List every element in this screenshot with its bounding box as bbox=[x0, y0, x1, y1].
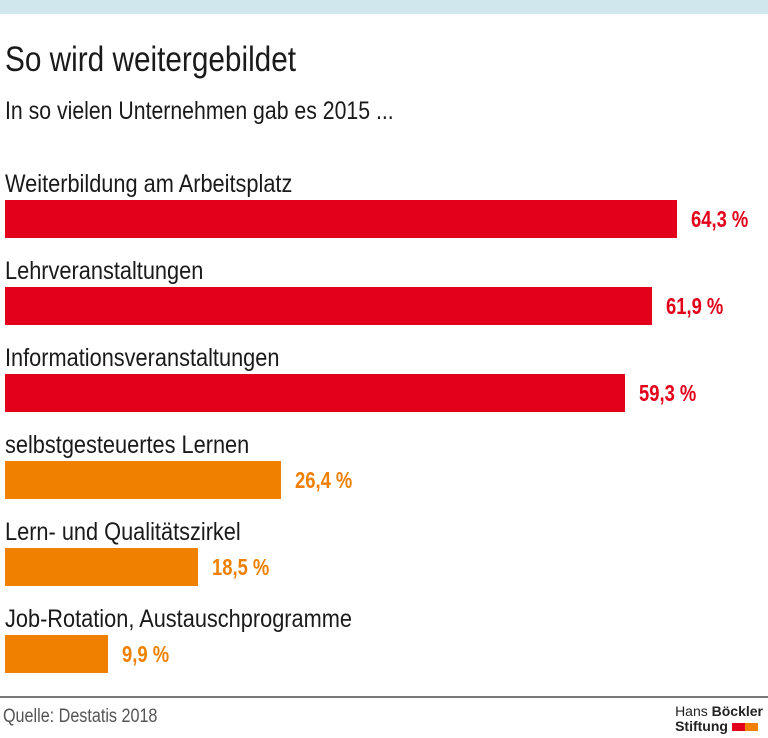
category-label: Job-Rotation, Austauschprogramme bbox=[5, 605, 352, 633]
value-label: 64,3 % bbox=[691, 206, 749, 232]
value-label: 61,9 % bbox=[665, 293, 724, 319]
value-label: 26,4 % bbox=[294, 467, 353, 493]
value-label: 18,5 % bbox=[212, 554, 270, 580]
category-label: Informationsveranstaltungen bbox=[5, 344, 280, 372]
source-note: Quelle: Destatis 2018 bbox=[3, 706, 158, 727]
chart-title: So wird weitergebildet bbox=[5, 40, 297, 79]
category-label: selbstgesteuertes Lernen bbox=[5, 431, 250, 459]
value-label: 9,9 % bbox=[122, 641, 170, 667]
chart-subtitle: In so vielen Unternehmen gab es 2015 ... bbox=[5, 97, 394, 125]
footer-divider bbox=[0, 696, 768, 698]
category-label: Weiterbildung am Arbeitsplatz bbox=[5, 170, 293, 198]
bar bbox=[5, 374, 625, 412]
hans-boeckler-logo: Hans Böckler Stiftung bbox=[675, 704, 763, 734]
value-label: 59,3 % bbox=[638, 380, 697, 406]
top-band bbox=[0, 0, 768, 14]
logo-text-light: Hans bbox=[675, 703, 708, 719]
category-label: Lern- und Qualitätszirkel bbox=[5, 518, 241, 546]
logo-orange-square bbox=[744, 723, 758, 732]
bar bbox=[5, 548, 199, 586]
bar bbox=[5, 635, 109, 673]
bar bbox=[5, 200, 677, 238]
bar bbox=[5, 287, 652, 325]
logo-text-stiftung: Stiftung bbox=[675, 718, 728, 734]
logo-text-bold: Böckler bbox=[711, 703, 763, 719]
category-label: Lehrveranstaltungen bbox=[5, 257, 204, 285]
logo-red-square bbox=[731, 723, 745, 732]
bar bbox=[5, 461, 281, 499]
